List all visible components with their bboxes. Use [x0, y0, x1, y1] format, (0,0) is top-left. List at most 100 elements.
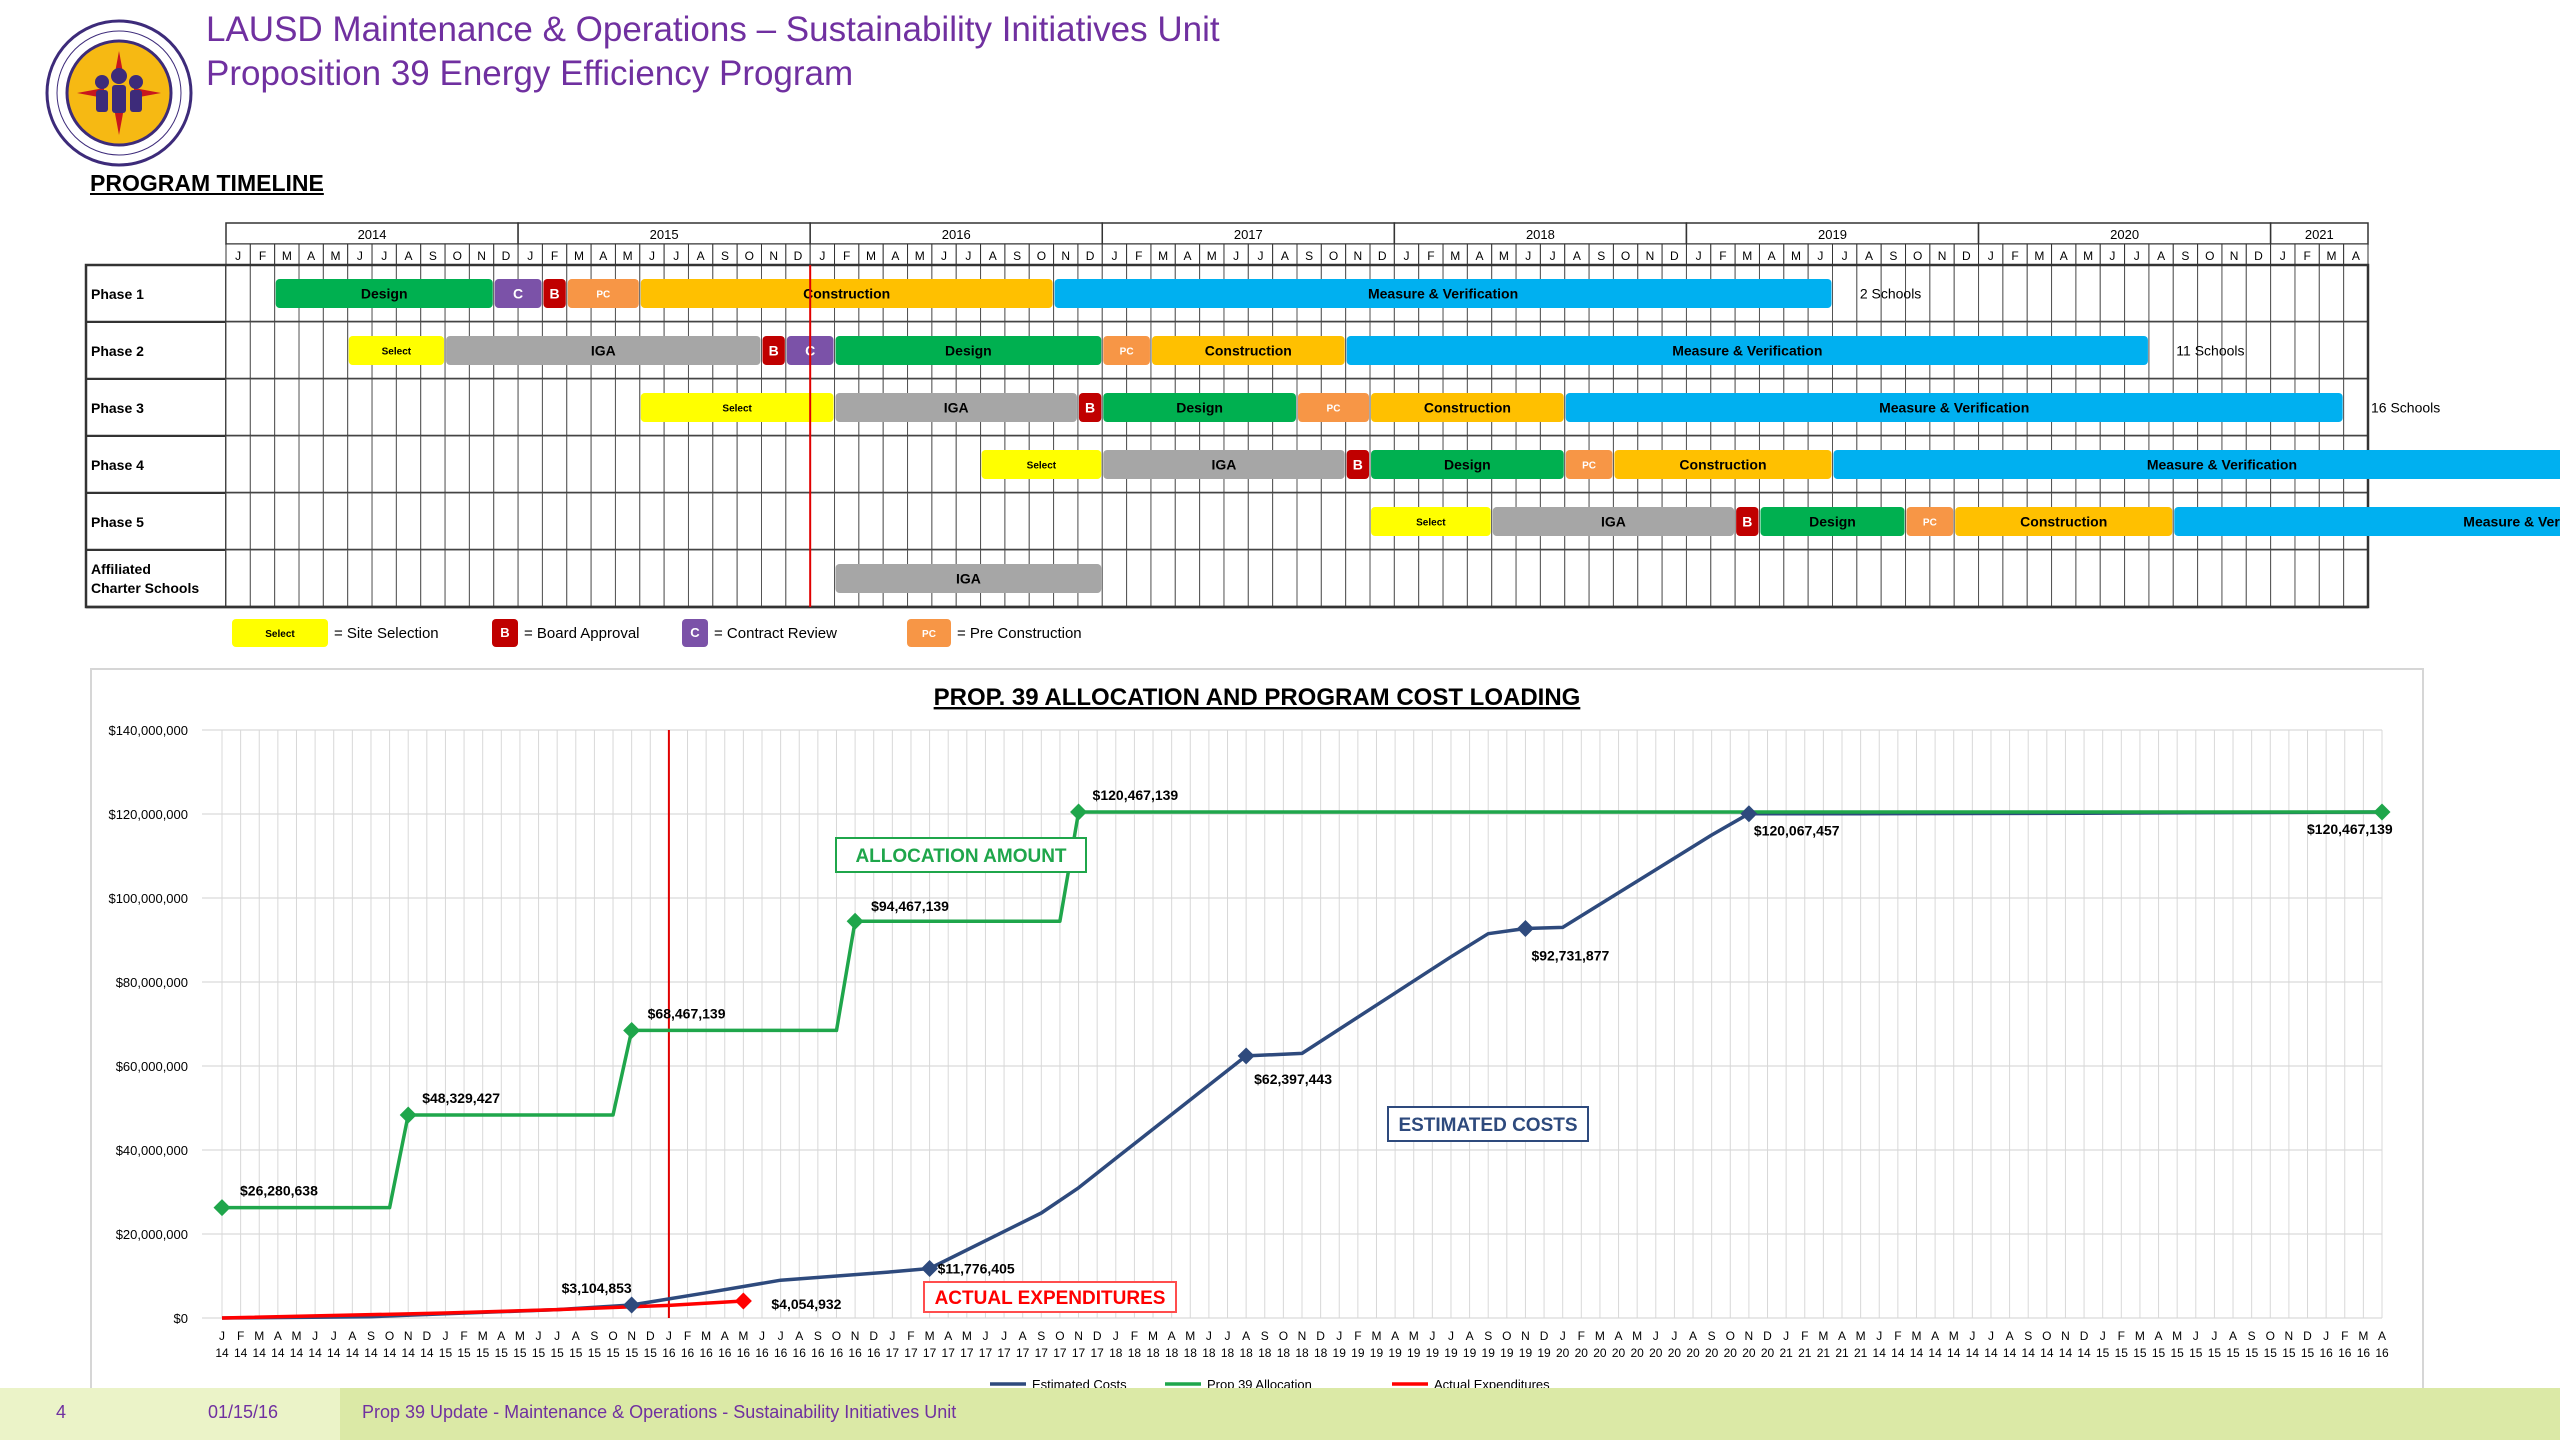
timeline-grid-cell	[2245, 549, 2272, 608]
x-tick-year: 16	[755, 1346, 769, 1360]
timeline-grid-cell	[590, 435, 616, 494]
timeline-grid-cell	[785, 549, 811, 608]
year-label: 2015	[650, 227, 679, 242]
x-tick-month: A	[1689, 1329, 1697, 1343]
timeline-grid-cell	[712, 435, 738, 494]
gantt-bar-label: PC	[1120, 347, 1134, 358]
legend-swatch-pc	[907, 619, 951, 647]
timeline-grid-cell	[322, 549, 349, 608]
timeline-grid-cell	[444, 378, 470, 437]
x-tick-month: J	[1560, 1329, 1566, 1343]
x-tick-month: A	[721, 1329, 729, 1343]
x-tick-month: N	[1745, 1329, 1754, 1343]
gantt-bar-design	[1371, 450, 1564, 479]
timeline-grid-cell	[1345, 549, 1371, 608]
x-tick-year: 20	[1668, 1346, 1682, 1360]
footer-page-number: 4	[56, 1402, 67, 1422]
timeline-grid-cell	[590, 549, 616, 608]
timeline-grid-cell	[785, 492, 811, 551]
timeline-row-label: Affiliated Charter Schools	[91, 561, 199, 596]
timeline-grid-cell	[1296, 492, 1322, 551]
timeline-grid-cell	[687, 492, 714, 551]
timeline-grid-cell	[274, 549, 300, 608]
x-tick-month: M	[254, 1329, 264, 1343]
month-label: O	[1037, 249, 1046, 263]
data-point-label: $120,467,139	[2307, 821, 2393, 837]
x-tick-year: 19	[1407, 1346, 1421, 1360]
timeline-row-label: Phase 3	[91, 400, 144, 416]
x-tick-year: 14	[1910, 1346, 1924, 1360]
timeline-row-label: Phase 4	[91, 457, 144, 473]
x-tick-year: 21	[1779, 1346, 1793, 1360]
phase-school-count: 11 Schools	[2176, 343, 2244, 359]
gantt-bar-select	[348, 336, 445, 365]
timeline-grid-cell	[1807, 549, 1833, 608]
x-tick-month: F	[1354, 1329, 1361, 1343]
x-tick-month: A	[1391, 1329, 1399, 1343]
month-label: D	[2254, 249, 2263, 263]
timeline-grid-cell	[1880, 549, 1907, 608]
x-tick-year: 19	[1333, 1346, 1347, 1360]
month-label: J	[2109, 249, 2115, 263]
timeline-grid-cell	[371, 378, 397, 437]
timeline-grid-cell	[1126, 492, 1152, 551]
x-tick-year: 17	[1072, 1346, 1086, 1360]
month-label: M	[1742, 249, 1752, 263]
x-tick-year: 16	[830, 1346, 844, 1360]
x-tick-year: 15	[2096, 1346, 2110, 1360]
timeline-grid-cell	[2075, 264, 2101, 323]
timeline-grid-cell	[566, 378, 592, 437]
month-label: J	[1233, 249, 1239, 263]
x-tick-month: A	[1615, 1329, 1623, 1343]
phase-school-count: 2 Schools	[1860, 286, 1921, 302]
month-label: A	[1183, 249, 1191, 263]
timeline-grid-cell	[274, 435, 300, 494]
data-point-label: $68,467,139	[648, 1005, 726, 1021]
timeline-row-label: Phase 5	[91, 514, 144, 530]
timeline-grid-cell	[249, 321, 276, 380]
legend-swatch-label: Select	[265, 629, 295, 640]
x-tick-year: 14	[2077, 1346, 2091, 1360]
x-tick-month: J	[2193, 1329, 2199, 1343]
month-label: D	[1378, 249, 1387, 263]
timeline-grid-cell	[541, 492, 568, 551]
timeline-grid-cell	[322, 321, 349, 380]
gantt-bar-label: IGA	[1601, 514, 1626, 530]
timeline-grid-cell	[566, 549, 592, 608]
gantt-bar-iga	[1492, 507, 1735, 536]
timeline-grid-cell	[371, 492, 397, 551]
x-tick-month: M	[701, 1329, 711, 1343]
month-label: M	[915, 249, 925, 263]
y-tick-label: $0	[174, 1311, 188, 1326]
data-point-marker	[734, 1292, 752, 1310]
x-tick-year: 19	[1463, 1346, 1477, 1360]
timeline-grid-cell	[663, 435, 689, 494]
x-tick-month: J	[1225, 1329, 1231, 1343]
timeline-grid-cell	[1199, 492, 1225, 551]
x-tick-month: J	[554, 1329, 560, 1343]
x-tick-year: 16	[699, 1346, 713, 1360]
x-tick-month: A	[348, 1329, 356, 1343]
timeline-grid-cell	[761, 492, 787, 551]
x-tick-year: 18	[1128, 1346, 1142, 1360]
x-tick-month: F	[460, 1329, 467, 1343]
timeline-grid-cell	[2270, 321, 2296, 380]
gantt-bar-label: B	[1742, 514, 1752, 530]
data-point-marker	[623, 1296, 641, 1314]
series-line-2	[221, 1299, 744, 1320]
gantt-bar-label: C	[513, 286, 523, 302]
x-tick-year: 18	[1221, 1346, 1235, 1360]
x-tick-year: 17	[997, 1346, 1011, 1360]
timeline-grid-cell	[2124, 549, 2150, 608]
month-label: F	[2303, 249, 2310, 263]
gantt-bar-iga	[446, 336, 761, 365]
timeline-grid-cell	[1491, 549, 1517, 608]
timeline-grid-cell	[2051, 549, 2077, 608]
x-tick-year: 16	[811, 1346, 825, 1360]
x-tick-month: J	[778, 1329, 784, 1343]
gantt-bar-label: Design	[1444, 457, 1491, 473]
legend-swatch-label: PC	[922, 629, 936, 640]
x-tick-year: 18	[1239, 1346, 1253, 1360]
y-tick-label: $80,000,000	[116, 975, 188, 990]
lausd-seal-logo	[45, 19, 193, 167]
